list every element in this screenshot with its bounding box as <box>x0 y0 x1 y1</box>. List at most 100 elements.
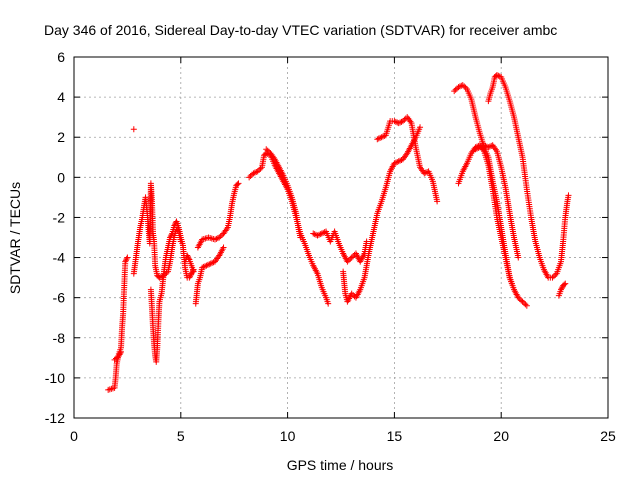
data-point <box>200 263 207 270</box>
data-point <box>493 72 500 79</box>
data-point <box>350 291 357 298</box>
data-point <box>495 72 502 79</box>
data-point <box>320 229 327 236</box>
data-point <box>216 234 223 241</box>
data-point <box>317 231 324 238</box>
data-point <box>202 263 209 270</box>
data-point <box>256 166 263 173</box>
y-tick-label: -4 <box>53 250 66 266</box>
data-point <box>461 83 468 90</box>
data-point <box>348 254 355 261</box>
data-point <box>117 348 124 355</box>
data-point <box>516 296 523 303</box>
data-point <box>391 118 398 125</box>
x-tick-label: 20 <box>493 428 509 444</box>
data-point <box>254 168 261 175</box>
x-tick-label: 15 <box>387 428 403 444</box>
data-point <box>565 192 572 199</box>
data-point <box>220 244 227 251</box>
plot-frame <box>73 56 609 419</box>
data-point <box>263 146 270 153</box>
data-point <box>345 257 352 264</box>
data-point <box>124 254 131 261</box>
y-tick-label: -6 <box>53 290 66 306</box>
data-point <box>378 134 385 141</box>
data-point <box>482 142 489 149</box>
data-point <box>235 180 242 187</box>
data-point <box>111 356 118 363</box>
data-point <box>377 134 384 141</box>
x-axis-label: GPS time / hours <box>287 457 394 473</box>
data-point <box>395 158 402 165</box>
data-point <box>350 253 357 260</box>
y-tick-label: 4 <box>57 89 65 105</box>
data-point <box>392 159 399 166</box>
data-point <box>123 255 130 262</box>
data-point <box>115 352 122 359</box>
data-point <box>297 234 304 241</box>
data-point <box>184 253 191 260</box>
data-point <box>550 273 557 280</box>
y-tick-label: -8 <box>53 330 66 346</box>
data-points <box>105 72 572 393</box>
data-point <box>380 133 387 140</box>
data-point <box>476 144 483 151</box>
data-point <box>392 118 399 125</box>
data-point <box>130 126 137 133</box>
data-point <box>113 355 120 362</box>
data-point <box>167 234 174 241</box>
data-point <box>203 262 210 269</box>
data-point <box>451 88 458 95</box>
x-tick-label: 10 <box>280 428 296 444</box>
data-point <box>325 300 332 307</box>
y-tick-label: 2 <box>57 129 65 145</box>
data-point <box>549 274 556 281</box>
data-point <box>475 144 482 151</box>
data-point <box>518 297 525 304</box>
data-point <box>391 160 398 167</box>
data-point <box>199 264 206 271</box>
data-point <box>522 301 529 308</box>
data-point <box>485 144 492 151</box>
data-point <box>473 145 480 152</box>
data-point <box>348 290 355 297</box>
data-point <box>397 157 404 164</box>
data-point <box>472 146 479 153</box>
data-point <box>515 254 522 261</box>
x-tick-label: 0 <box>70 428 78 444</box>
data-point <box>185 255 192 262</box>
y-tick-label: 0 <box>57 169 65 185</box>
data-point <box>207 260 214 267</box>
data-point <box>163 269 170 276</box>
data-point <box>186 274 193 281</box>
data-point <box>211 236 218 243</box>
data-point <box>561 281 568 288</box>
data-point <box>204 261 211 268</box>
chart-title: Day 346 of 2016, Sidereal Day-to-day VTE… <box>44 22 557 38</box>
data-point <box>481 142 488 149</box>
data-point <box>344 258 351 265</box>
data-point <box>523 302 530 309</box>
data-point <box>168 231 175 238</box>
y-tick-label: -10 <box>45 370 65 386</box>
data-point <box>122 258 129 265</box>
data-point <box>184 252 191 259</box>
y-tick-label: -2 <box>53 209 66 225</box>
data-point <box>562 280 569 287</box>
data-point <box>213 235 220 242</box>
data-point <box>187 271 194 278</box>
x-tick-label: 25 <box>600 428 616 444</box>
data-point <box>421 170 428 177</box>
x-tick-label: 5 <box>177 428 185 444</box>
data-point <box>209 259 216 266</box>
data-point <box>552 271 559 278</box>
data-point <box>434 198 441 205</box>
data-point <box>310 230 317 237</box>
data-point <box>318 230 325 237</box>
data-point <box>122 257 129 264</box>
data-point <box>558 285 565 292</box>
data-point <box>455 84 462 91</box>
data-point <box>315 231 322 238</box>
data-point <box>246 174 253 181</box>
